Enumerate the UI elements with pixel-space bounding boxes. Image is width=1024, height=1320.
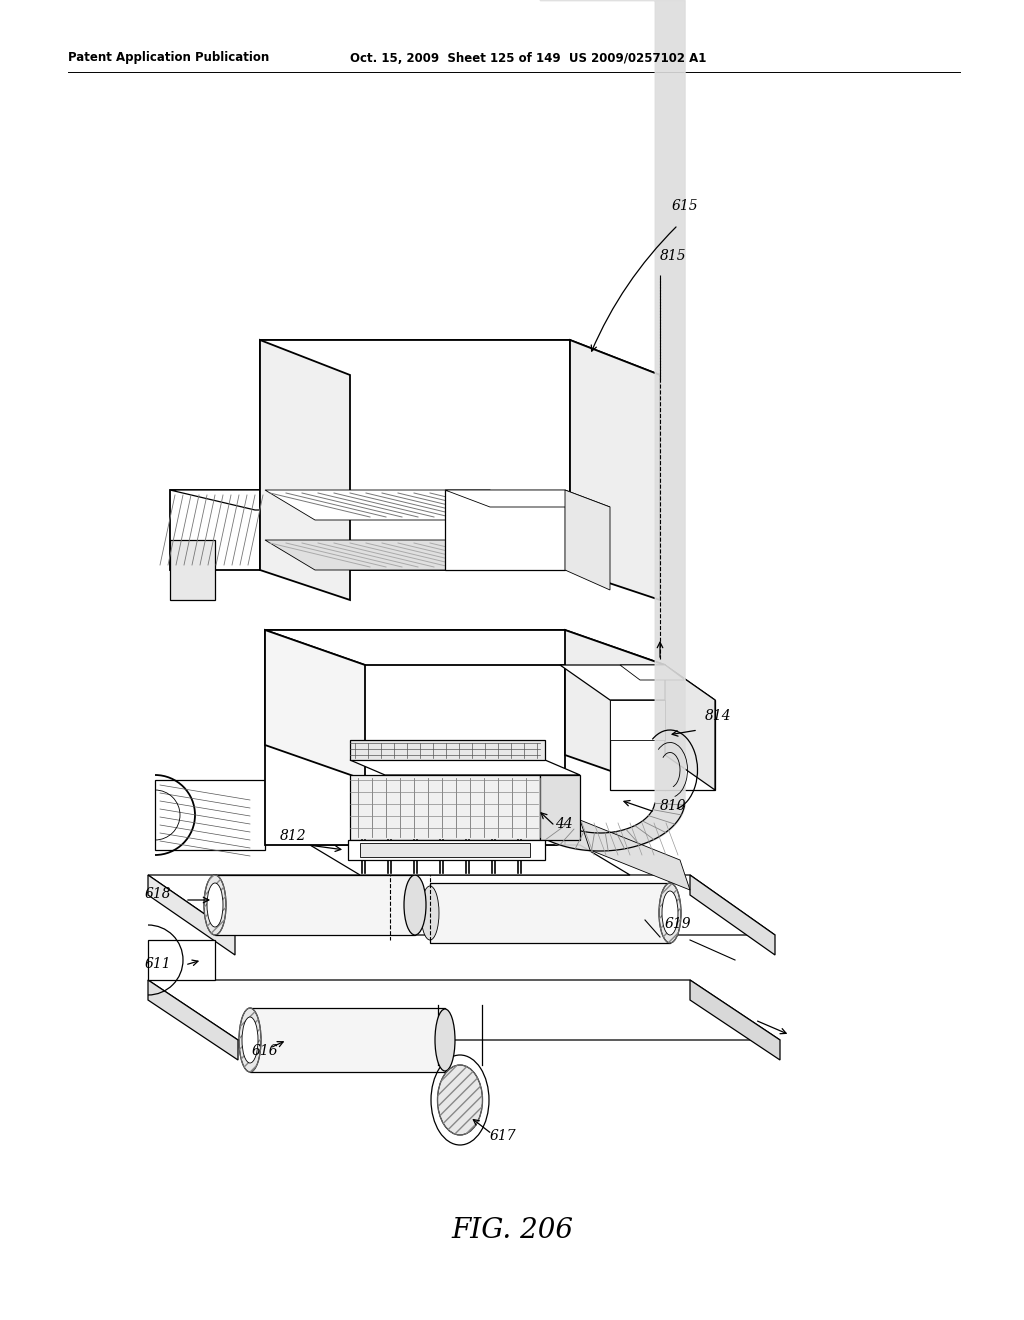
Polygon shape — [170, 490, 265, 570]
Polygon shape — [148, 979, 238, 1060]
Text: 814: 814 — [705, 709, 731, 723]
Polygon shape — [445, 490, 610, 507]
Text: 812: 812 — [280, 829, 306, 843]
Text: 615: 615 — [672, 199, 698, 213]
Polygon shape — [350, 775, 540, 840]
Polygon shape — [148, 940, 215, 979]
Polygon shape — [310, 845, 630, 875]
Polygon shape — [580, 820, 690, 890]
Text: Oct. 15, 2009  Sheet 125 of 149  US 2009/0257102 A1: Oct. 15, 2009 Sheet 125 of 149 US 2009/0… — [350, 51, 707, 65]
Polygon shape — [170, 540, 215, 601]
Text: 815: 815 — [660, 249, 687, 263]
Polygon shape — [260, 341, 570, 570]
Text: Patent Application Publication: Patent Application Publication — [68, 51, 269, 65]
Polygon shape — [620, 665, 685, 680]
Polygon shape — [260, 341, 660, 375]
Polygon shape — [565, 630, 665, 789]
Polygon shape — [215, 875, 415, 935]
Polygon shape — [570, 341, 660, 601]
Ellipse shape — [659, 883, 681, 942]
Polygon shape — [350, 741, 545, 760]
Polygon shape — [250, 1008, 445, 1072]
Text: FIG. 206: FIG. 206 — [451, 1217, 573, 1243]
Polygon shape — [430, 883, 670, 942]
Ellipse shape — [239, 1008, 261, 1072]
Ellipse shape — [404, 875, 426, 935]
Polygon shape — [690, 875, 775, 954]
Polygon shape — [265, 630, 665, 665]
Polygon shape — [610, 700, 665, 741]
Ellipse shape — [242, 1016, 258, 1063]
Text: 619: 619 — [665, 917, 691, 931]
Polygon shape — [260, 341, 350, 601]
Polygon shape — [148, 979, 780, 1040]
Polygon shape — [690, 979, 780, 1060]
Ellipse shape — [204, 875, 226, 935]
Polygon shape — [665, 665, 715, 789]
Polygon shape — [170, 490, 350, 510]
Polygon shape — [610, 700, 715, 789]
Polygon shape — [148, 875, 775, 935]
Polygon shape — [265, 630, 365, 780]
Ellipse shape — [207, 883, 223, 927]
Polygon shape — [155, 780, 265, 850]
Polygon shape — [265, 540, 540, 570]
Polygon shape — [148, 875, 234, 954]
Ellipse shape — [662, 891, 678, 935]
Text: 617: 617 — [490, 1129, 517, 1143]
Ellipse shape — [437, 1065, 482, 1135]
Polygon shape — [445, 490, 565, 570]
Text: 618: 618 — [145, 887, 172, 902]
Text: 44: 44 — [555, 817, 572, 832]
Polygon shape — [265, 490, 540, 520]
Polygon shape — [350, 760, 580, 775]
Text: 616: 616 — [252, 1044, 279, 1059]
Ellipse shape — [435, 1008, 455, 1071]
Polygon shape — [265, 630, 565, 845]
Text: 810: 810 — [660, 799, 687, 813]
Polygon shape — [560, 665, 715, 700]
Polygon shape — [348, 840, 545, 861]
Polygon shape — [360, 843, 530, 857]
Ellipse shape — [421, 886, 439, 940]
Text: 611: 611 — [145, 957, 172, 972]
Polygon shape — [540, 775, 580, 840]
Polygon shape — [565, 490, 610, 590]
